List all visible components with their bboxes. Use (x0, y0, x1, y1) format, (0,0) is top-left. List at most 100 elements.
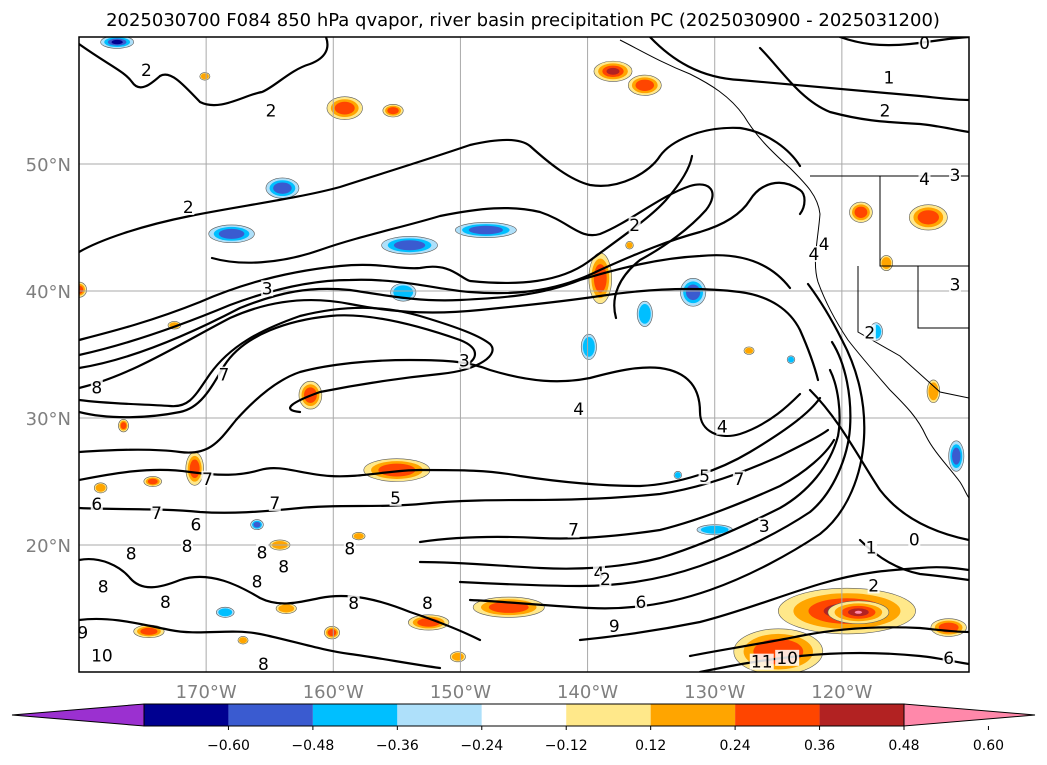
precipitation-anomaly-patch (468, 225, 503, 235)
contour-label: 9 (77, 623, 88, 643)
contour-label-background (257, 656, 270, 673)
longitude-tick-labels: 170°W 160°W 150°W 140°W 130°W 120°W (176, 682, 873, 703)
colorbar-tick-label: −0.60 (207, 738, 250, 754)
contour-label: 3 (459, 352, 470, 372)
lat-lon-gridlines (79, 37, 969, 672)
contour-label: 1 (866, 538, 877, 558)
contour-label-background (942, 649, 955, 666)
precipitation-shading (79, 37, 967, 672)
contour-label-background (89, 647, 114, 664)
colorbar-swatch (228, 704, 313, 726)
contour-label: 8 (182, 537, 193, 557)
contour-label-background (628, 216, 641, 233)
longitude-label: 170°W (176, 682, 237, 703)
colorbar: −0.60 −0.48 −0.36 −0.24 −0.12 0.12 0.24 0.36 0.4… (11, 703, 1036, 754)
contour-label-background (251, 573, 263, 590)
colorbar-tick-label: −0.36 (376, 738, 419, 754)
contour-label: 8 (160, 593, 171, 613)
contour-label: 2 (183, 198, 194, 218)
contour-label-background (389, 489, 402, 506)
contour-label: 2 (600, 570, 611, 590)
colorbar-extend-low (11, 703, 145, 727)
contour-label: 6 (943, 649, 954, 669)
contour-label: 4 (919, 170, 930, 190)
contour-label-background (758, 517, 771, 534)
contour-line (79, 358, 802, 454)
contour-label: 4 (808, 245, 819, 265)
contour-label: 10 (776, 649, 798, 669)
colorbar-swatch (312, 704, 398, 726)
contour-label: 3 (262, 279, 273, 299)
contour-label-background (634, 593, 647, 610)
contour-label: 9 (609, 617, 620, 637)
contour-label-background (125, 545, 138, 562)
contour-line (808, 388, 969, 542)
precipitation-anomaly-patch (952, 447, 961, 465)
contour-label-background (567, 521, 580, 538)
colorbar-tick-label: −0.24 (460, 738, 503, 754)
contour-line (79, 287, 820, 390)
contour-label-background (867, 577, 880, 594)
contour-label: 3 (950, 166, 961, 186)
contour-label: 3 (759, 517, 770, 537)
contour-label: 6 (191, 515, 202, 535)
precipitation-anomaly-patch (111, 39, 123, 45)
contour-label-background (268, 494, 281, 511)
colorbar-extend-high (903, 703, 1036, 727)
contour-label-background (807, 245, 820, 262)
precipitation-anomaly-patch (334, 101, 355, 115)
precipitation-anomaly-patch (140, 627, 158, 635)
precipitation-anomaly-patch (917, 210, 939, 225)
contour-label: 7 (202, 470, 213, 490)
precipitation-anomaly-patch (488, 601, 529, 613)
contour-label-background (97, 578, 110, 595)
contour-line (418, 368, 841, 570)
map-frame (78, 36, 970, 673)
contour-label: 0 (909, 531, 920, 551)
contour-label-background (421, 595, 434, 612)
contour-label-background (76, 624, 89, 641)
contour-line (79, 617, 442, 670)
colorbar-tick-label: −0.48 (291, 738, 334, 754)
contour-label-background (140, 61, 153, 78)
contour-line (79, 254, 792, 370)
colorbar-outline (143, 703, 905, 727)
precipitation-anomaly-patch (745, 347, 754, 354)
colorbar-tick-label: 0.12 (635, 738, 666, 754)
colorbar-tick-label: −0.12 (545, 738, 588, 754)
state-borders (857, 176, 969, 399)
precipitation-anomaly-patch (95, 483, 106, 492)
contour-label-background (181, 538, 194, 555)
precipitation-anomaly-patch (674, 472, 681, 479)
colorbar-swatch (735, 704, 820, 726)
contour-label: 7 (219, 366, 230, 386)
contour-line (468, 282, 866, 610)
contour-line (79, 181, 806, 357)
contour-label-background (150, 505, 163, 522)
contour-label-background (879, 102, 892, 119)
contour-label: 5 (699, 467, 710, 487)
contour-label: 2 (880, 101, 891, 121)
precipitation-anomaly-patch (635, 79, 655, 91)
contour-label-background (458, 352, 471, 369)
precipitation-anomaly-patch (451, 652, 464, 661)
contour-label-background (217, 366, 230, 383)
contour-line (79, 314, 477, 419)
colorbar-swatch (819, 704, 904, 726)
contour-line (698, 651, 969, 672)
contour-label-background (698, 468, 711, 485)
contour-label: 2 (141, 61, 152, 81)
contour-line (578, 566, 969, 642)
latitude-label: 50°N (26, 155, 71, 176)
precipitation-anomaly-patch (353, 533, 364, 540)
precipitation-anomaly-patch (638, 303, 651, 324)
contour-label: 8 (257, 543, 268, 563)
map-title: 2025030700 F084 850 hPa qvapor, river ba… (106, 10, 940, 31)
colorbar-swatch (566, 704, 651, 726)
precipitation-anomaly-patch (253, 521, 261, 528)
contour-label: 7 (568, 521, 579, 541)
latitude-label: 30°N (26, 409, 71, 430)
colorbar-tick-labels: −0.60 −0.48 −0.36 −0.24 −0.12 0.12 0.24 0.36 0.4… (207, 726, 1004, 754)
contour-label: 4 (819, 235, 830, 255)
